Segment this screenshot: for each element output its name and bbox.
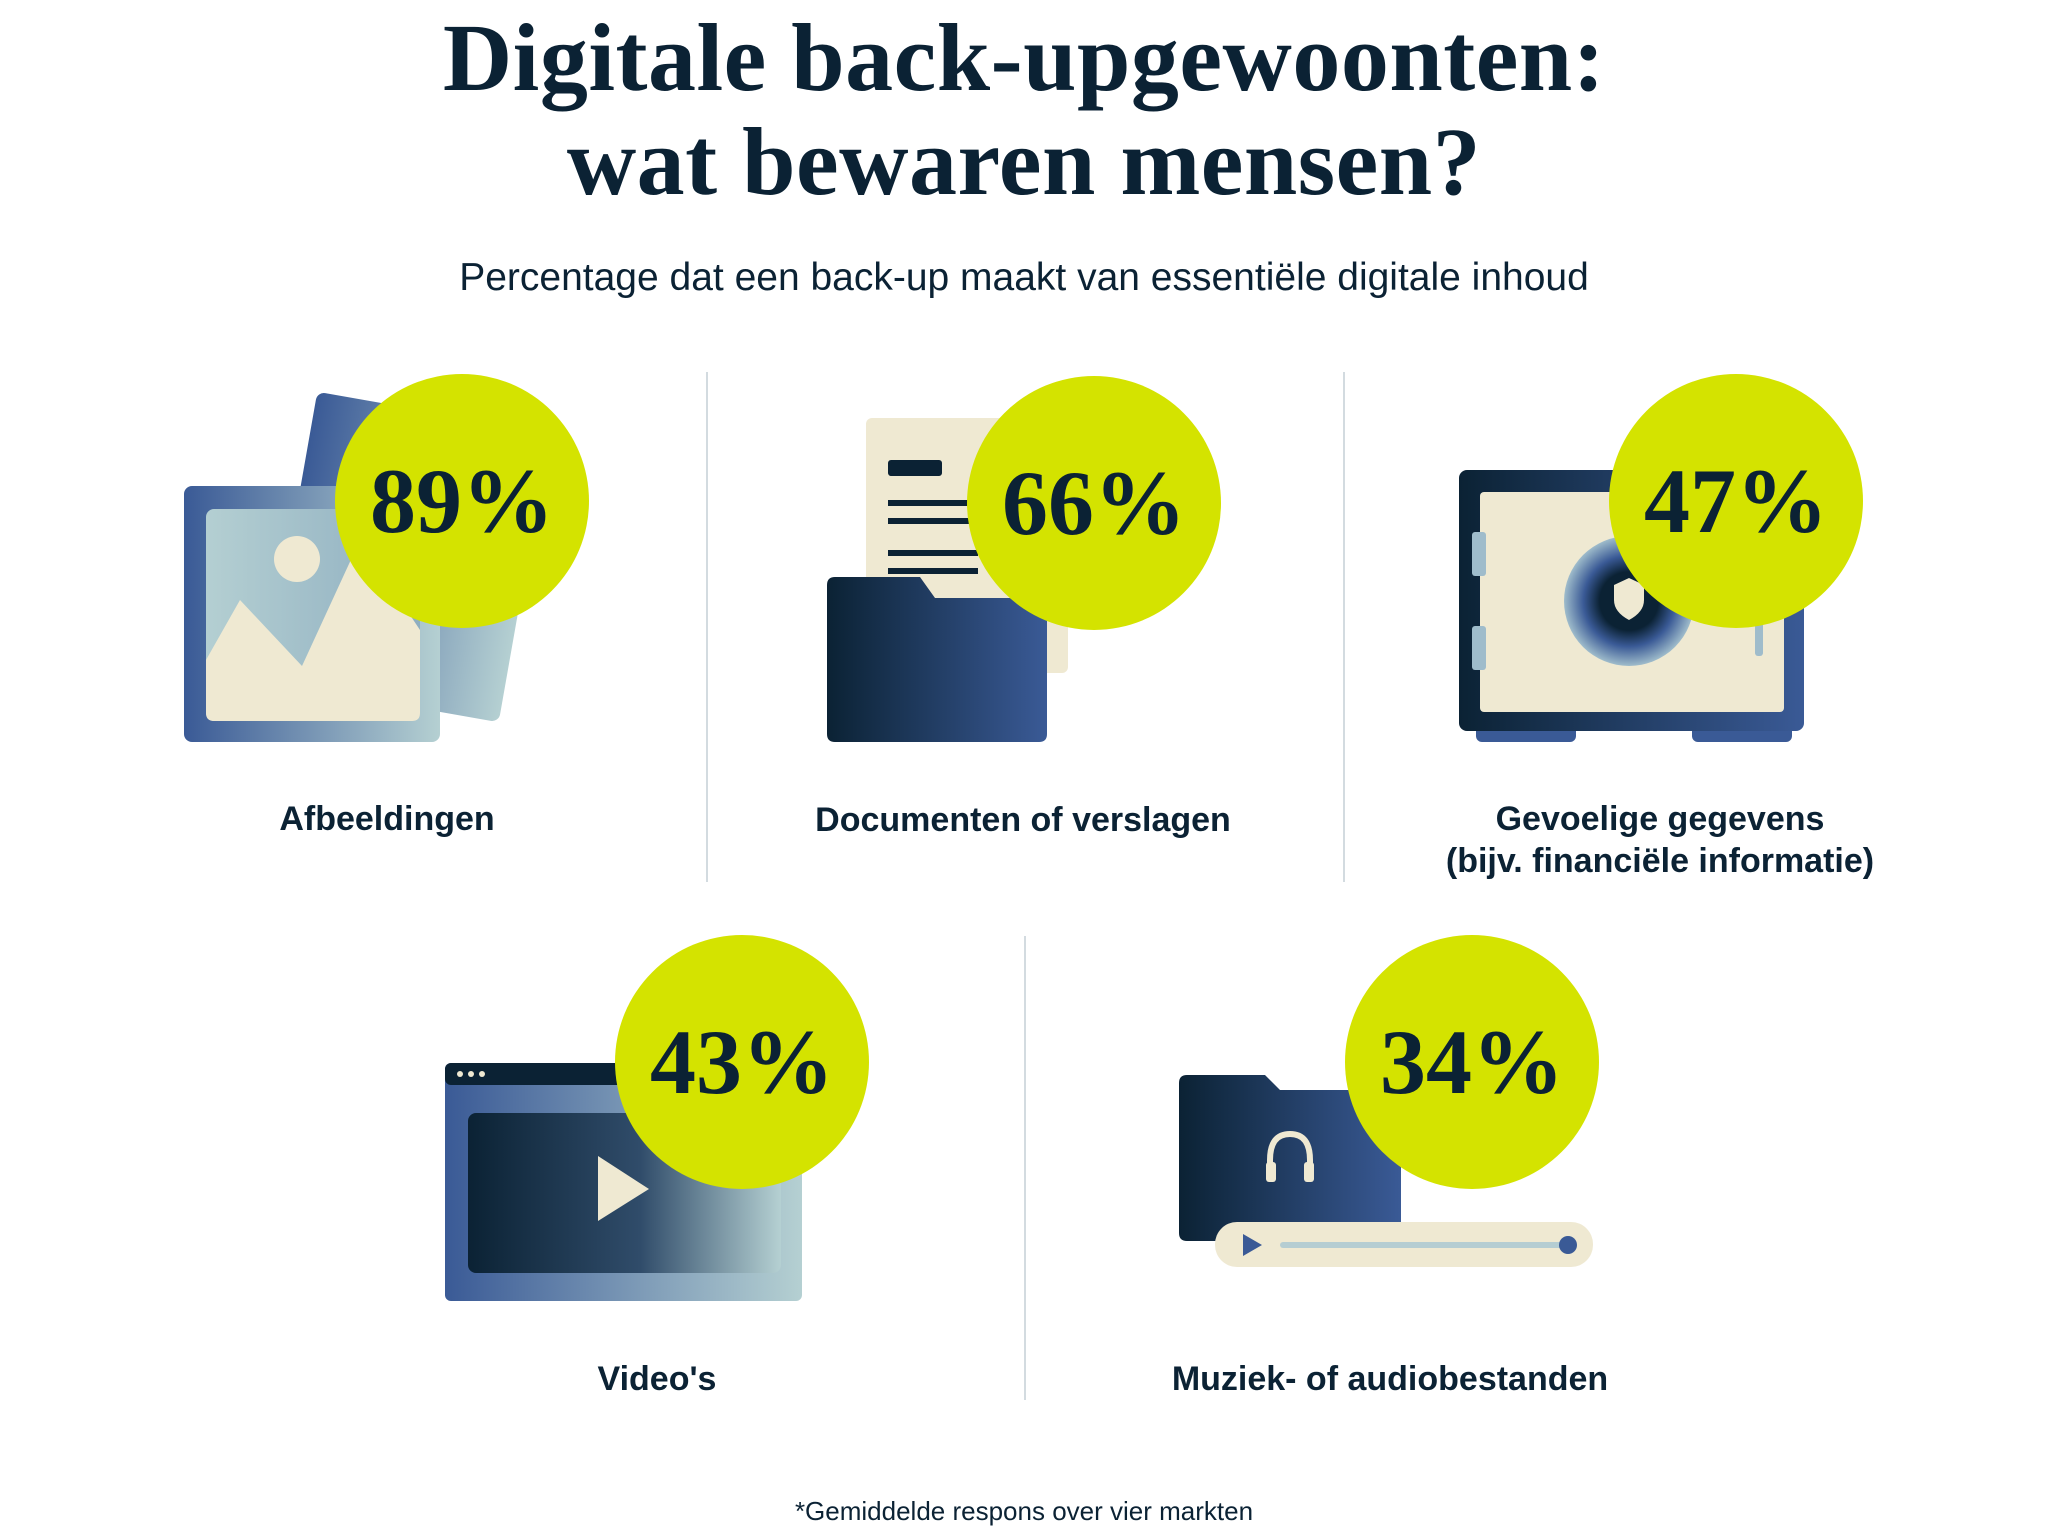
category-label: Afbeeldingen: [279, 800, 495, 838]
category-label-line-1: Gevoelige gegevens: [1495, 800, 1825, 838]
title-line-2: wat bewaren mensen?: [566, 108, 1482, 215]
divider: [706, 372, 708, 882]
percentage-badge: 34%: [1345, 935, 1599, 1189]
category-label: Documenten of verslagen: [815, 801, 1231, 839]
category-label: Gevoelige gegevens (bijv. financiële inf…: [1360, 798, 1960, 882]
divider: [1024, 936, 1026, 1400]
title-line-1: Digitale back-upgewoonten:: [442, 4, 1606, 111]
page-title: Digitale back-upgewoonten: wat bewaren m…: [0, 6, 2048, 214]
category-label: Muziek- of audiobestanden: [1171, 1360, 1609, 1398]
category-label-line-2: (bijv. financiële informatie): [1445, 842, 1875, 880]
footnote: *Gemiddelde respons over vier markten: [794, 1496, 1254, 1526]
divider: [1343, 372, 1345, 882]
percentage-badge: 43%: [615, 935, 869, 1189]
subtitle: Percentage dat een back-up maakt van ess…: [459, 256, 1589, 299]
percentage-badge: 66%: [967, 376, 1221, 630]
percentage-badge: 89%: [335, 374, 589, 628]
percentage-badge: 47%: [1609, 374, 1863, 628]
category-label: Video's: [597, 1360, 717, 1398]
